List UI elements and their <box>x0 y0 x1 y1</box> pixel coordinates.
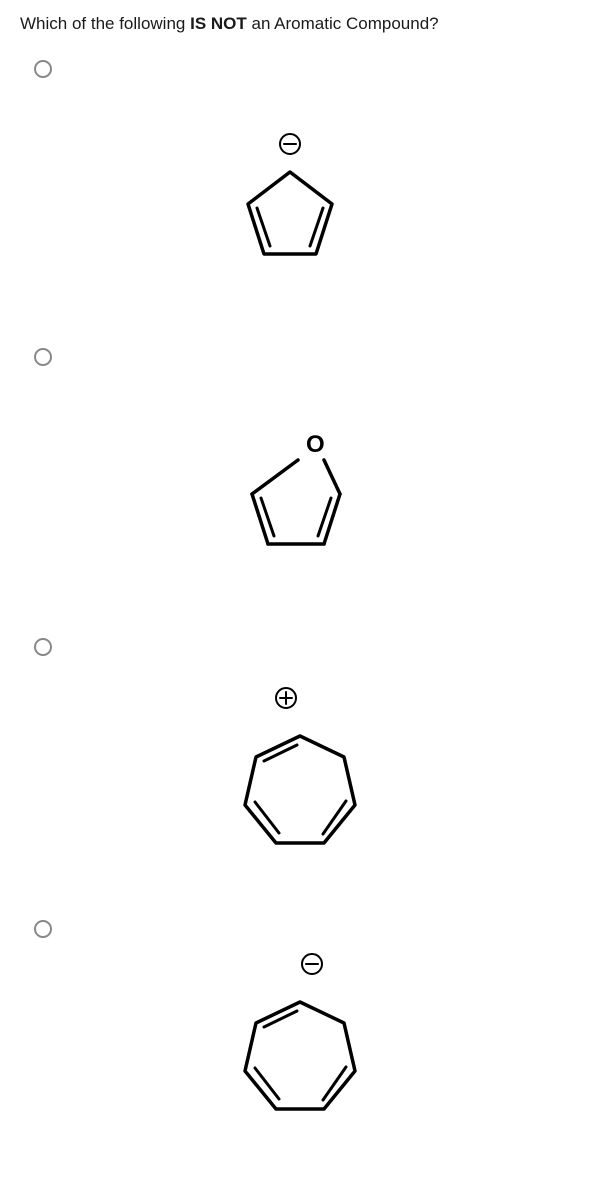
heptagon-ring <box>245 736 355 843</box>
pentagon-ring <box>248 172 332 254</box>
double-bond-2 <box>255 1068 279 1099</box>
option-row <box>20 636 595 918</box>
furan-svg: O <box>220 418 370 588</box>
heptagon-ring <box>245 1002 355 1109</box>
double-bond-1 <box>264 1011 297 1027</box>
cycloheptatrienyl-anion-svg <box>220 948 390 1158</box>
structure-furan: O <box>220 418 370 593</box>
question-text: Which of the following IS NOT an Aromati… <box>20 14 595 34</box>
bond-right <box>324 494 340 544</box>
double-bond-1 <box>264 745 297 761</box>
question-suffix: an Aromatic Compound? <box>247 14 439 33</box>
structure-cycloheptatrienyl-anion <box>220 948 390 1163</box>
question-prefix: Which of the following <box>20 14 190 33</box>
cyclopentadienyl-anion-svg <box>220 128 360 298</box>
radio-button-1[interactable] <box>34 60 52 78</box>
radio-button-3[interactable] <box>34 638 52 656</box>
structure-tropylium-cation <box>220 682 390 897</box>
option-row <box>20 918 595 1178</box>
radio-button-4[interactable] <box>34 920 52 938</box>
tropylium-svg <box>220 682 390 892</box>
question-emphasis: IS NOT <box>190 14 247 33</box>
radio-button-2[interactable] <box>34 348 52 366</box>
option-row <box>20 58 595 346</box>
oxygen-atom-label: O <box>306 431 325 458</box>
double-bond-2 <box>255 802 279 833</box>
bond-left <box>252 494 268 544</box>
bond-o-left <box>252 460 298 494</box>
option-row: O <box>20 346 595 636</box>
structure-cyclopentadienyl-anion <box>220 128 360 303</box>
bond-o-right <box>324 460 340 494</box>
